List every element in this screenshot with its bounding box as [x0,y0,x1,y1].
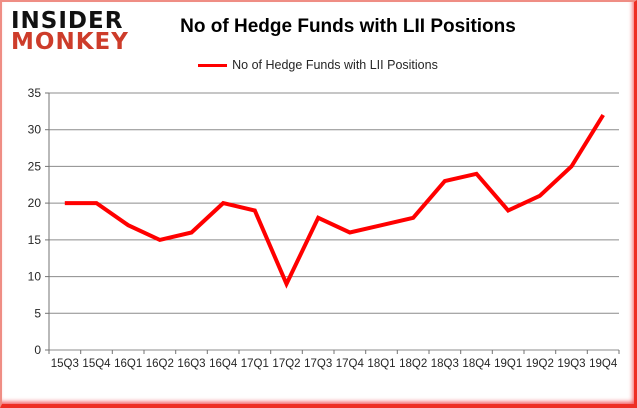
svg-text:17Q4: 17Q4 [336,358,365,370]
svg-text:18Q2: 18Q2 [399,358,427,370]
svg-text:0: 0 [34,343,41,357]
svg-text:16Q2: 16Q2 [146,358,174,370]
svg-text:15: 15 [28,233,42,247]
svg-text:18Q4: 18Q4 [462,358,491,370]
svg-text:15Q3: 15Q3 [51,358,79,370]
svg-text:25: 25 [28,159,42,173]
svg-text:17Q3: 17Q3 [304,358,332,370]
svg-text:17Q2: 17Q2 [272,358,300,370]
svg-text:19Q2: 19Q2 [526,358,554,370]
svg-text:10: 10 [28,270,42,284]
svg-text:18Q3: 18Q3 [431,358,459,370]
svg-text:20: 20 [28,196,42,210]
svg-text:19Q1: 19Q1 [494,358,522,370]
legend-label: No of Hedge Funds with LII Positions [232,58,438,72]
svg-text:5: 5 [34,306,41,320]
svg-text:17Q1: 17Q1 [241,358,269,370]
insider-monkey-logo: INSIDER MONKEY [11,8,129,55]
svg-text:18Q1: 18Q1 [367,358,395,370]
svg-text:19Q3: 19Q3 [557,358,585,370]
logo-line-insider: INSIDER [11,8,124,34]
svg-text:30: 30 [28,123,42,137]
svg-text:35: 35 [28,86,42,100]
chart-title: No of Hedge Funds with LII Positions [180,16,516,37]
svg-text:19Q4: 19Q4 [589,358,618,370]
chart-legend: No of Hedge Funds with LII Positions [2,58,634,72]
svg-text:16Q4: 16Q4 [209,358,238,370]
logo-line-monkey: MONKEY [11,29,129,55]
svg-text:16Q3: 16Q3 [177,358,205,370]
svg-text:16Q1: 16Q1 [114,358,142,370]
svg-text:15Q4: 15Q4 [82,358,111,370]
legend-line-swatch [198,63,228,67]
